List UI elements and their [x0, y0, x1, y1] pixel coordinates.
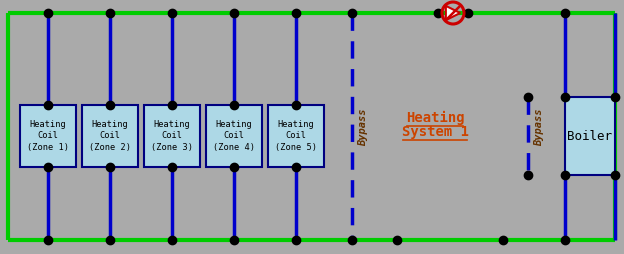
Text: Heating
Coil
(Zone 2): Heating Coil (Zone 2) [89, 120, 131, 152]
Text: Heating
Coil
(Zone 5): Heating Coil (Zone 5) [275, 120, 317, 152]
FancyBboxPatch shape [144, 105, 200, 167]
Text: Heating
Coil
(Zone 1): Heating Coil (Zone 1) [27, 120, 69, 152]
FancyBboxPatch shape [20, 105, 76, 167]
Text: Heating
Coil
(Zone 4): Heating Coil (Zone 4) [213, 120, 255, 152]
Text: Bypass: Bypass [534, 108, 544, 146]
Polygon shape [446, 6, 460, 20]
Text: Heating
Coil
(Zone 3): Heating Coil (Zone 3) [151, 120, 193, 152]
Text: Bypass: Bypass [358, 108, 368, 146]
FancyBboxPatch shape [565, 97, 615, 175]
Text: Heating: Heating [406, 111, 464, 125]
Text: System 1: System 1 [401, 125, 469, 139]
FancyBboxPatch shape [82, 105, 138, 167]
Text: Boiler: Boiler [567, 130, 613, 142]
FancyBboxPatch shape [268, 105, 324, 167]
FancyBboxPatch shape [206, 105, 262, 167]
